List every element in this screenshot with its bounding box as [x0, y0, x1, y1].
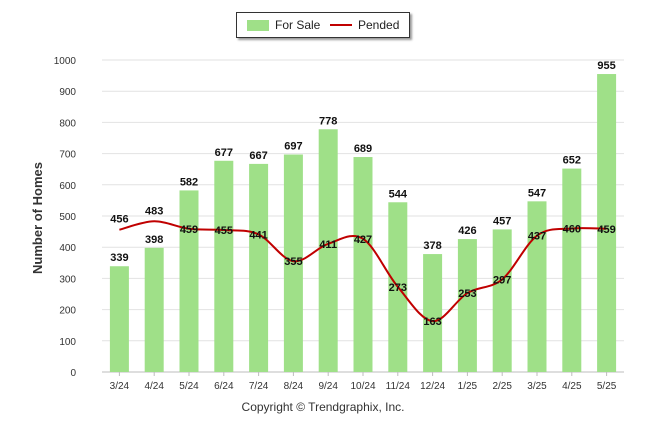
pended-value-label: 411	[319, 239, 337, 251]
bar	[249, 163, 269, 372]
bar-value-label: 955	[597, 60, 615, 72]
pended-value-label: 297	[493, 274, 511, 286]
y-tick-label: 900	[59, 87, 76, 98]
bar	[492, 229, 512, 372]
bar	[318, 129, 338, 372]
bars	[109, 74, 617, 372]
x-tick-label: 10/24	[350, 381, 375, 392]
pended-value-label: 459	[597, 224, 615, 236]
y-tick-label: 100	[59, 337, 76, 348]
pended-value-label: 459	[180, 224, 198, 236]
x-tick-label: 6/24	[214, 381, 234, 392]
pended-line-path	[119, 220, 607, 323]
bar-value-label: 398	[145, 234, 163, 246]
pended-value-label: 460	[563, 223, 581, 235]
y-tick-label: 500	[59, 212, 76, 223]
bar-value-label: 339	[110, 252, 128, 264]
bar	[527, 201, 547, 372]
x-tick-label: 4/25	[562, 381, 582, 392]
pended-swatch	[330, 24, 352, 26]
y-tick-label: 700	[59, 150, 76, 161]
x-tick-label: 7/24	[249, 381, 269, 392]
x-tick-label: 9/24	[318, 381, 338, 392]
pended-value-label: 456	[110, 214, 128, 226]
x-tick-label: 5/24	[179, 381, 199, 392]
copyright-footer: Copyright © Trendgraphix, Inc.	[241, 400, 405, 414]
bar-value-label: 778	[319, 115, 337, 127]
bar-value-label: 652	[563, 155, 581, 167]
pended-value-label: 355	[284, 256, 302, 268]
bar-value-label: 689	[354, 143, 372, 155]
x-tick-label: 11/24	[386, 381, 411, 392]
y-axis-ticks: 0 100 200 300 400 500 600 700 800 900 1000	[54, 56, 77, 379]
pended-value-label: 273	[389, 282, 407, 294]
bar-value-label: 547	[528, 187, 546, 199]
for-sale-swatch	[247, 20, 269, 31]
x-tick-label: 8/24	[284, 381, 304, 392]
bar-value-label: 457	[493, 215, 511, 227]
bar-value-label: 697	[284, 141, 302, 153]
pended-value-label: 483	[145, 205, 163, 217]
bar-value-label: 677	[215, 147, 233, 159]
y-tick-label: 1000	[54, 56, 77, 67]
bar-value-label: 667	[249, 150, 267, 162]
bar	[283, 154, 303, 372]
pended-value-label: 441	[249, 229, 267, 241]
bar-value-label: 426	[458, 225, 476, 237]
pended-value-label: 253	[458, 288, 476, 300]
y-tick-label: 300	[59, 274, 76, 285]
bar-value-label: 378	[423, 240, 441, 252]
x-tick-label: 4/24	[144, 381, 164, 392]
bar	[214, 160, 234, 372]
pended-value-label: 427	[354, 234, 372, 246]
pended-value-label: 455	[215, 225, 233, 237]
y-tick-label: 400	[59, 243, 76, 254]
legend-pended-label: Pended	[358, 18, 400, 32]
x-tick-label: 12/24	[420, 381, 445, 392]
bar	[562, 168, 582, 372]
bar-value-label: 544	[389, 188, 408, 200]
y-axis-title: Number of Homes	[30, 162, 45, 274]
y-tick-label: 0	[70, 368, 76, 379]
pended-value-label: 437	[528, 231, 546, 243]
pended-line	[119, 220, 607, 323]
pended-value-label: 163	[423, 316, 441, 328]
y-tick-label: 200	[59, 306, 76, 317]
bar	[144, 247, 164, 372]
bar	[109, 266, 129, 372]
bar-value-label: 582	[180, 176, 198, 188]
bar	[179, 190, 199, 372]
legend-for-sale-label: For Sale	[275, 18, 321, 32]
y-tick-label: 800	[59, 118, 76, 129]
legend: For Sale Pended	[236, 12, 410, 38]
x-tick-label: 3/25	[527, 381, 547, 392]
y-tick-label: 600	[59, 181, 76, 192]
x-tick-label: 5/25	[597, 381, 617, 392]
x-tick-label: 1/25	[458, 381, 478, 392]
bar	[597, 74, 617, 372]
x-axis-ticks: 3/24 4/24 5/24 6/24 7/24 8/24 9/24 10/24 11/24 12…	[110, 372, 617, 392]
bar	[423, 254, 443, 372]
data-labels: 339 398 582 677 667 697 778 689 544 378 426 457 547 6…	[110, 60, 616, 328]
x-tick-label: 3/24	[110, 381, 130, 392]
bar	[457, 239, 477, 372]
x-tick-label: 2/25	[492, 381, 512, 392]
bar	[353, 157, 373, 372]
